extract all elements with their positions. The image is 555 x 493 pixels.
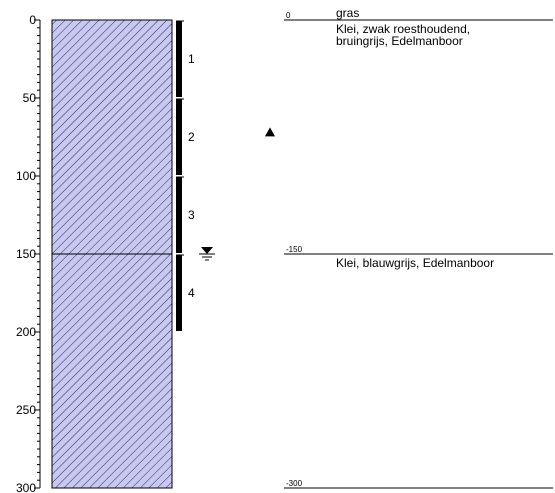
layer-description-line: bruingrijs, Edelmanboor (336, 34, 463, 48)
water-level-icon (201, 247, 213, 254)
soil-column (51, 19, 173, 489)
sample-bar (176, 255, 182, 331)
layer-depth-label: -150 (286, 245, 303, 254)
depth-axis: 0 50 100 150 200 250 300 (16, 13, 41, 493)
layer-depth-label: -300 (286, 479, 303, 488)
sample-label: 2 (188, 130, 195, 144)
sample-bar (176, 21, 182, 97)
markers (199, 127, 275, 261)
sample-label: 4 (188, 286, 195, 300)
sample-intervals: 1 2 3 4 (176, 20, 195, 331)
depth-tick-label: 250 (16, 403, 36, 417)
depth-tick-label: 300 (16, 481, 36, 493)
layer-description-line: Klei, blauwgrijs, Edelmanboor (336, 256, 494, 270)
sample-bar (176, 99, 182, 175)
layer-depth-label: 0 (286, 11, 291, 20)
layer-description-line: gras (336, 6, 359, 20)
sample-bar (176, 177, 182, 253)
depth-tick-label: 200 (16, 325, 36, 339)
depth-tick-label: 150 (16, 247, 36, 261)
layer-descriptions: 0 gras Klei, zwak roesthoudend,bruingrijs,… (284, 6, 553, 489)
triangle-marker-icon (265, 127, 275, 137)
depth-tick-label: 100 (16, 169, 36, 183)
depth-tick-label: 50 (23, 91, 37, 105)
sample-label: 1 (188, 52, 195, 66)
sample-label: 3 (188, 208, 195, 222)
depth-tick-label: 0 (29, 13, 36, 27)
layer-description-line: Klei, zwak roesthoudend, (336, 22, 470, 36)
